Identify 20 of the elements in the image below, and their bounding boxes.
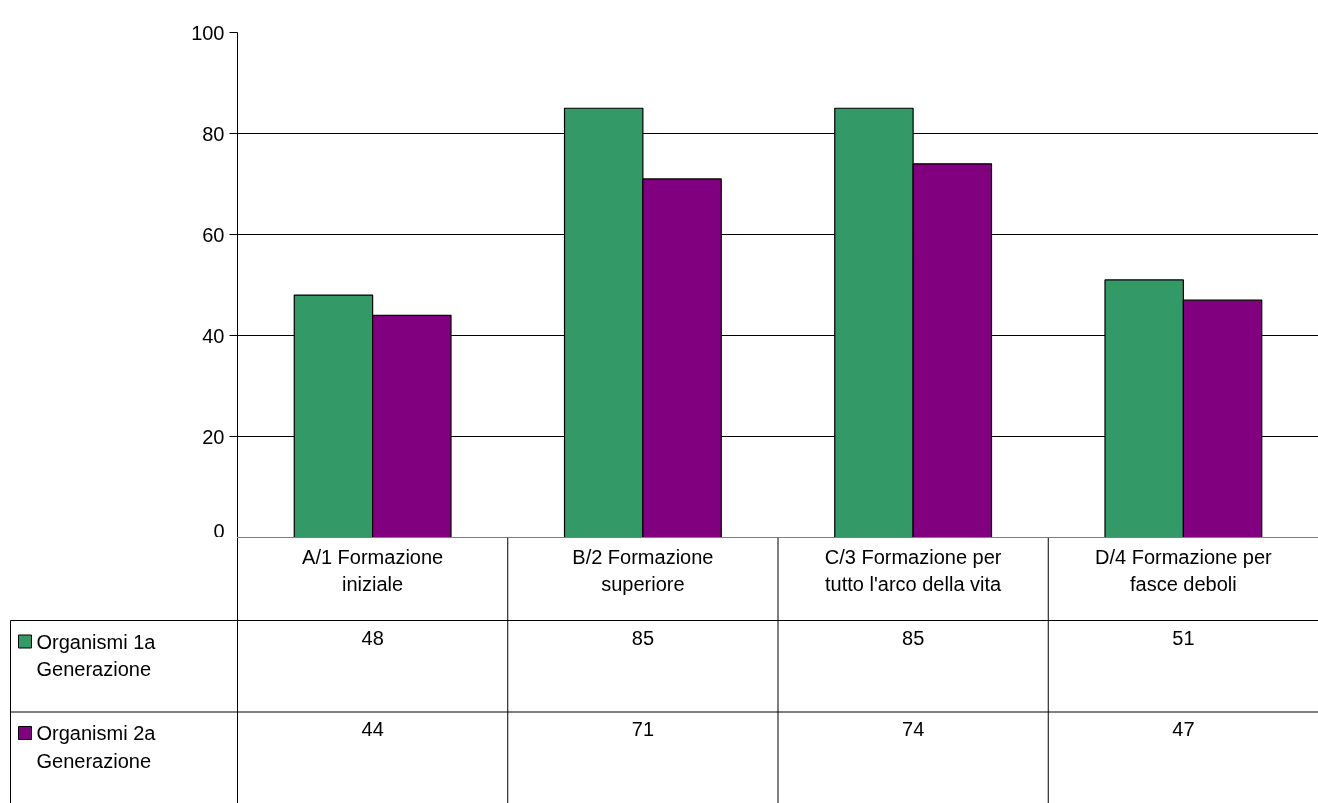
legend-label: Organismi 2a Generazione — [36, 722, 157, 772]
data-label: 85 — [631, 626, 654, 649]
data-label: 51 — [1172, 626, 1195, 649]
x-tick-label: C/3 Formazione per tutto l'arco della vita — [824, 545, 1003, 595]
y-tick-label: 80 — [202, 122, 225, 145]
data-label: 71 — [631, 718, 654, 740]
y-tick-label: 60 — [202, 223, 225, 246]
x-tick-label: D/4 Formazione per fasce deboli — [1095, 545, 1273, 595]
y-tick-label: 0 — [213, 519, 225, 542]
y-tick-label: 100 — [191, 21, 225, 44]
data-label: 85 — [902, 626, 925, 649]
y-tick-label: 20 — [202, 425, 225, 448]
data-label: 44 — [361, 718, 384, 740]
x-tick-label: A/1 Formazione iniziale — [302, 545, 444, 595]
data-label: 48 — [361, 626, 384, 649]
y-tick-label: 40 — [202, 324, 225, 347]
legend-label: Organismi 1a Generazione — [36, 630, 157, 680]
x-tick-label: B/2 Formazione superiore — [572, 545, 714, 595]
data-label: 74 — [902, 718, 925, 740]
data-label: 47 — [1172, 718, 1195, 740]
